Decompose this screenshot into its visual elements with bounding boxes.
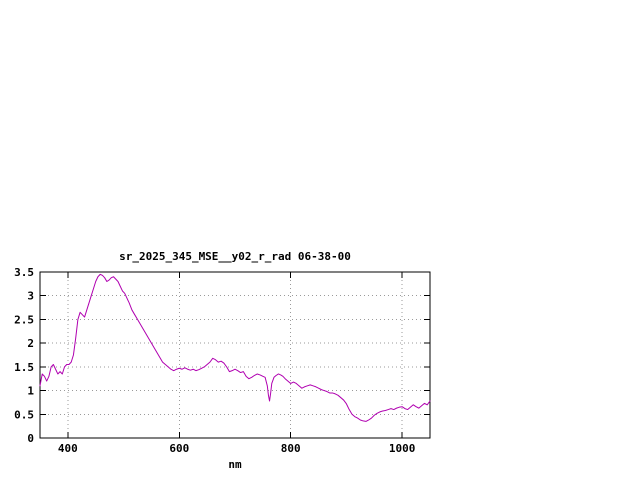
y-tick-label: 0 bbox=[27, 432, 34, 445]
spectrum-line bbox=[39, 273, 431, 422]
y-tick-label: 3 bbox=[27, 290, 34, 303]
x-tick-label: 1000 bbox=[389, 442, 416, 455]
x-tick-label: 600 bbox=[169, 442, 189, 455]
y-tick-label: 1.5 bbox=[14, 361, 34, 374]
x-tick-label: 800 bbox=[281, 442, 301, 455]
plot-border bbox=[39, 271, 431, 439]
chart-title: sr_2025_345_MSE__y02_r_rad 06-38-00 bbox=[119, 250, 351, 263]
x-tick-label: 400 bbox=[58, 442, 78, 455]
y-tick-label: 3.5 bbox=[14, 266, 34, 279]
y-tick-label: 2.5 bbox=[14, 313, 34, 326]
x-axis-label: nm bbox=[228, 458, 242, 471]
y-tick-label: 0.5 bbox=[14, 408, 34, 421]
y-tick-label: 1 bbox=[27, 385, 34, 398]
y-tick-label: 2 bbox=[27, 337, 34, 350]
